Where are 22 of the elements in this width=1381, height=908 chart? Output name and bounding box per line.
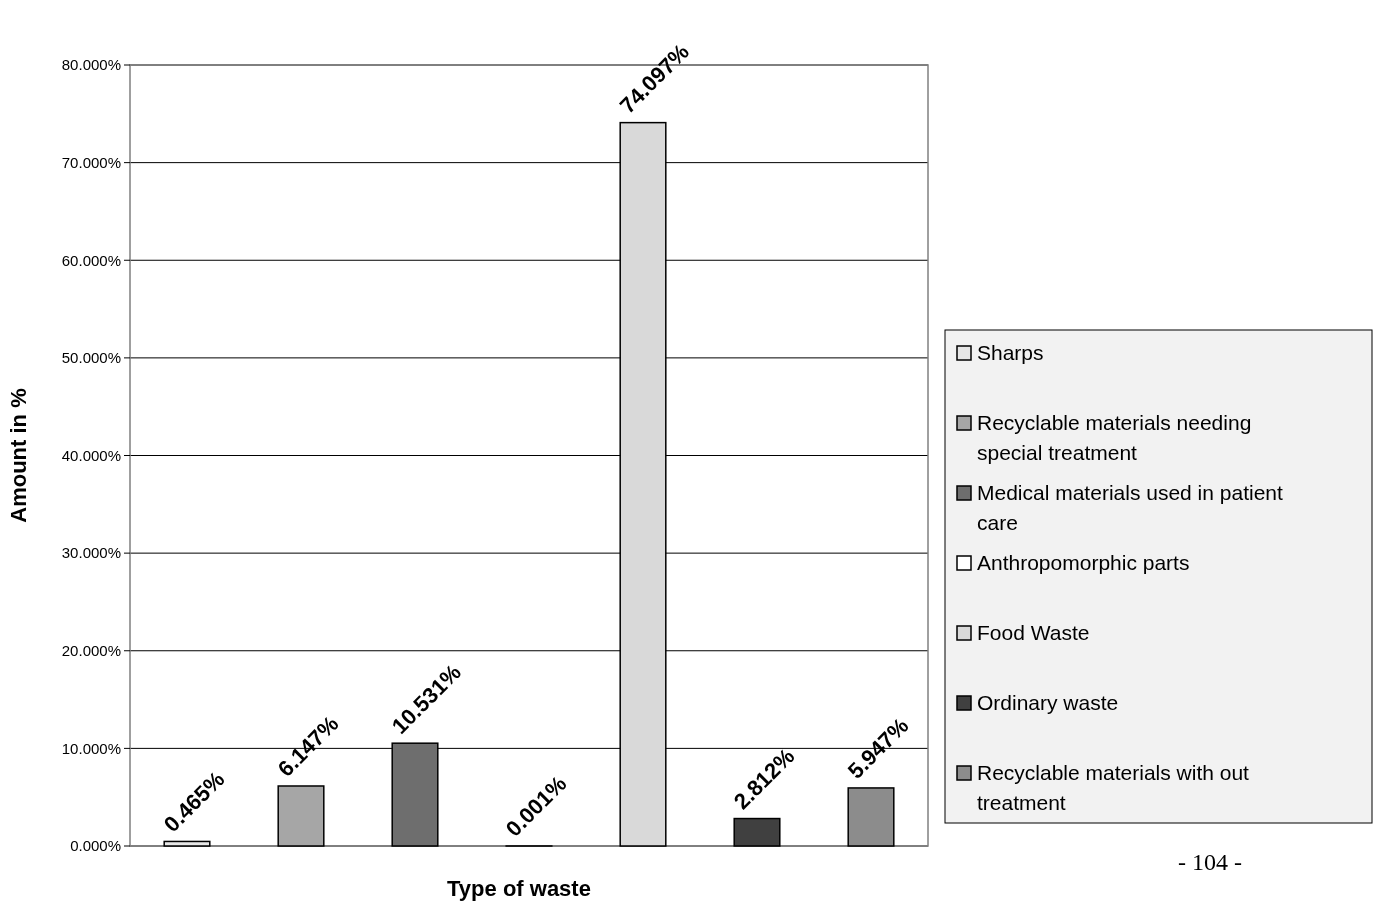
y-tick-label: 40.000%: [61, 446, 121, 464]
legend-label: Sharps: [977, 341, 1044, 364]
y-tick-label: 70.000%: [61, 153, 121, 171]
x-axis-title: Type of waste: [447, 876, 591, 901]
y-tick-label: 80.000%: [61, 56, 121, 74]
y-axis-title: Amount in %: [6, 388, 31, 523]
legend-label: Medical materials used in patient care: [977, 481, 1283, 534]
y-tick-label: 10.000%: [61, 739, 121, 757]
y-tick-label: 30.000%: [61, 544, 121, 562]
text: - 104 -: [1178, 849, 1242, 875]
bar: [163, 840, 211, 847]
y-tick-label: 20.000%: [61, 642, 121, 659]
legend-label: Anthropomorphic parts: [977, 551, 1190, 574]
bar: [277, 785, 325, 847]
legend-label: Food Waste: [977, 621, 1090, 644]
legend-label: Recyclable materials with out treatment: [977, 761, 1250, 814]
legend-label: Ordinary waste: [977, 691, 1119, 714]
bar: [733, 817, 781, 847]
y-tick-label: 0.000%: [70, 837, 121, 855]
legend-label: Recyclable materials needing special treatment: [977, 411, 1252, 464]
y-tick-label: 50.000%: [61, 349, 121, 367]
y-tick-label: 60.000%: [61, 251, 121, 269]
